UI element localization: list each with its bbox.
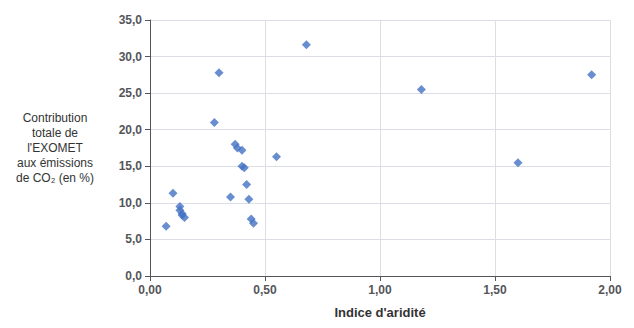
svg-text:1,50: 1,50 — [483, 283, 507, 297]
svg-text:30,0: 30,0 — [119, 50, 143, 64]
svg-text:0,00: 0,00 — [138, 283, 162, 297]
svg-text:Contribution: Contribution — [23, 111, 88, 125]
svg-text:5,0: 5,0 — [125, 232, 142, 246]
svg-text:0,50: 0,50 — [253, 283, 277, 297]
svg-text:de CO₂ (en %): de CO₂ (en %) — [16, 171, 94, 185]
svg-text:0,0: 0,0 — [125, 269, 142, 283]
svg-text:20,0: 20,0 — [119, 123, 143, 137]
svg-text:2,00: 2,00 — [598, 283, 622, 297]
svg-text:Indice d'aridité: Indice d'aridité — [334, 305, 425, 320]
svg-text:totale de: totale de — [32, 126, 78, 140]
svg-text:10,0: 10,0 — [119, 196, 143, 210]
svg-text:1,00: 1,00 — [368, 283, 392, 297]
svg-text:35,0: 35,0 — [119, 13, 143, 27]
svg-text:l'EXOMET: l'EXOMET — [27, 141, 83, 155]
svg-text:15,0: 15,0 — [119, 159, 143, 173]
svg-text:25,0: 25,0 — [119, 86, 143, 100]
svg-text:aux émissions: aux émissions — [17, 156, 93, 170]
